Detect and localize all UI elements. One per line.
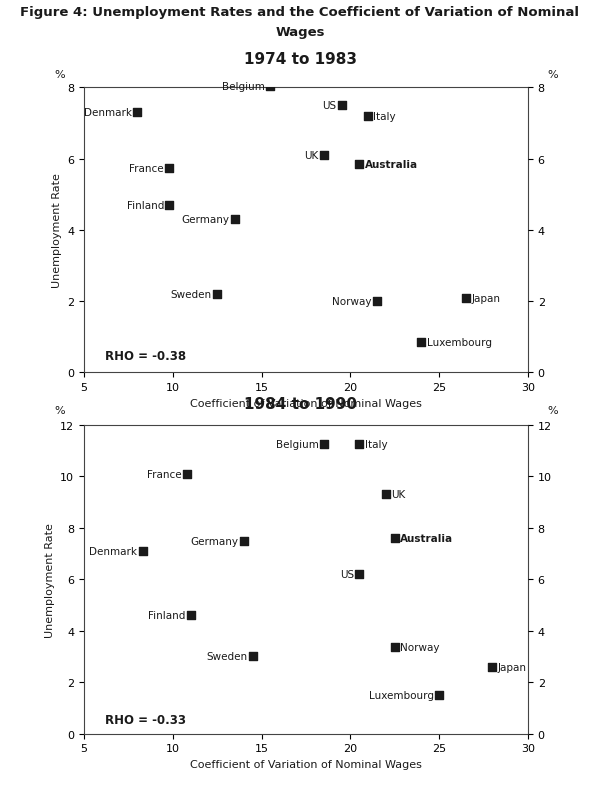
Text: France: France	[129, 164, 164, 173]
Text: Germany: Germany	[191, 536, 239, 546]
Text: Italy: Italy	[365, 439, 387, 449]
Text: Finland: Finland	[127, 200, 164, 211]
Text: US: US	[340, 569, 354, 579]
Text: Luxembourg: Luxembourg	[369, 691, 434, 700]
Text: Denmark: Denmark	[89, 546, 137, 556]
Point	[266, 80, 275, 93]
Text: Germany: Germany	[182, 215, 230, 225]
Point	[355, 438, 364, 451]
Point	[364, 110, 373, 123]
Text: Norway: Norway	[400, 642, 440, 653]
X-axis label: Coefficient of Variation of Nominal Wages: Coefficient of Variation of Nominal Wage…	[190, 398, 422, 408]
Text: UK: UK	[391, 489, 406, 500]
Point	[390, 532, 400, 545]
Text: Belgium: Belgium	[275, 439, 319, 449]
Text: 1984 to 1990: 1984 to 1990	[244, 397, 356, 412]
Text: 1974 to 1983: 1974 to 1983	[244, 52, 356, 67]
Text: Norway: Norway	[332, 297, 372, 306]
Text: %: %	[54, 70, 65, 79]
Point	[337, 99, 346, 112]
Point	[434, 689, 444, 702]
Point	[355, 158, 364, 171]
Point	[355, 568, 364, 581]
Text: %: %	[54, 406, 65, 415]
Text: RHO = -0.38: RHO = -0.38	[106, 350, 187, 363]
Point	[488, 661, 497, 674]
Point	[239, 534, 248, 547]
Point	[390, 642, 400, 654]
Text: Italy: Italy	[373, 111, 396, 122]
Point	[164, 199, 174, 212]
Text: US: US	[322, 101, 336, 111]
Point	[461, 292, 470, 305]
Text: Belgium: Belgium	[222, 82, 265, 91]
Text: Sweden: Sweden	[171, 290, 212, 300]
Point	[381, 488, 391, 501]
Text: RHO = -0.33: RHO = -0.33	[106, 713, 187, 726]
Point	[372, 295, 382, 308]
Text: Japan: Japan	[498, 662, 527, 672]
Point	[186, 609, 196, 622]
Point	[416, 336, 426, 349]
Text: Luxembourg: Luxembourg	[427, 338, 492, 348]
Text: UK: UK	[304, 151, 319, 161]
Y-axis label: Unemployment Rate: Unemployment Rate	[44, 522, 55, 637]
Text: Sweden: Sweden	[206, 652, 247, 662]
Text: Finland: Finland	[148, 610, 185, 621]
Text: France: France	[147, 469, 182, 479]
Point	[212, 288, 222, 301]
X-axis label: Coefficient of Variation of Nominal Wages: Coefficient of Variation of Nominal Wage…	[190, 759, 422, 769]
Text: Australia: Australia	[365, 160, 418, 170]
Text: %: %	[547, 406, 558, 415]
Point	[248, 650, 257, 663]
Text: Japan: Japan	[471, 294, 500, 303]
Text: %: %	[547, 70, 558, 79]
Point	[319, 438, 329, 451]
Point	[164, 162, 174, 175]
Y-axis label: Unemployment Rate: Unemployment Rate	[52, 173, 62, 288]
Point	[319, 149, 329, 162]
Text: Denmark: Denmark	[84, 108, 132, 118]
Point	[133, 107, 142, 119]
Text: Figure 4: Unemployment Rates and the Coefficient of Variation of Nominal: Figure 4: Unemployment Rates and the Coe…	[20, 6, 580, 18]
Point	[230, 213, 240, 226]
Point	[138, 545, 148, 557]
Text: Australia: Australia	[400, 533, 453, 543]
Point	[182, 468, 192, 480]
Text: Wages: Wages	[275, 26, 325, 38]
